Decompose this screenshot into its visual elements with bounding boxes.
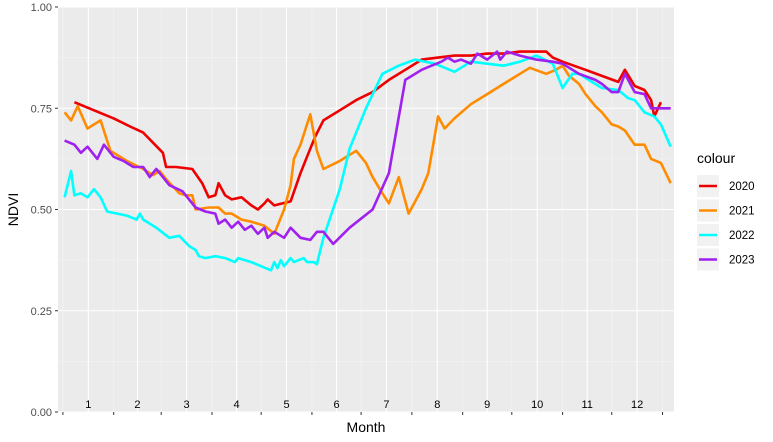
x-tick-label: 4 xyxy=(234,399,240,411)
y-tick-label: 0.25 xyxy=(31,306,52,318)
legend-label-2023: 2023 xyxy=(729,255,755,267)
series-line-2020 xyxy=(73,50,663,211)
x-tick-label: 3 xyxy=(184,399,190,411)
series-layer xyxy=(63,50,672,272)
y-tick-label: 0.75 xyxy=(31,103,52,115)
gridlines xyxy=(58,6,674,413)
x-axis-title: Month xyxy=(347,419,386,435)
series-line-2023 xyxy=(64,50,671,246)
legend-label-2020: 2020 xyxy=(729,181,755,193)
legend-label-2021: 2021 xyxy=(729,206,755,218)
y-axis-title: NDVI xyxy=(5,193,21,226)
x-tick-label: 12 xyxy=(631,399,643,411)
x-tick-label: 2 xyxy=(134,399,140,411)
y-axis: 0.00 0.25 0.50 0.75 1.00 xyxy=(31,2,58,419)
y-tick-label: 1.00 xyxy=(31,2,52,14)
series-line-2022 xyxy=(63,54,672,272)
x-tick-label: 10 xyxy=(531,399,543,411)
legend: colour 2020 2021 2022 2023 xyxy=(697,150,755,271)
x-tick-label: 1 xyxy=(85,399,91,411)
x-axis: 1 2 3 4 5 6 7 8 9 10 11 12 xyxy=(62,399,664,415)
x-tick-label: 11 xyxy=(581,399,592,411)
x-tick-label: 7 xyxy=(383,399,389,411)
y-tick-label: 0.00 xyxy=(31,407,52,419)
legend-title: colour xyxy=(697,150,735,166)
x-tick-label: 8 xyxy=(434,399,440,411)
y-tick-label: 0.50 xyxy=(31,205,52,217)
x-tick-label: 9 xyxy=(484,399,490,411)
x-tick-label: 5 xyxy=(283,399,289,411)
legend-label-2022: 2022 xyxy=(729,230,755,242)
x-tick-label: 6 xyxy=(333,399,339,411)
